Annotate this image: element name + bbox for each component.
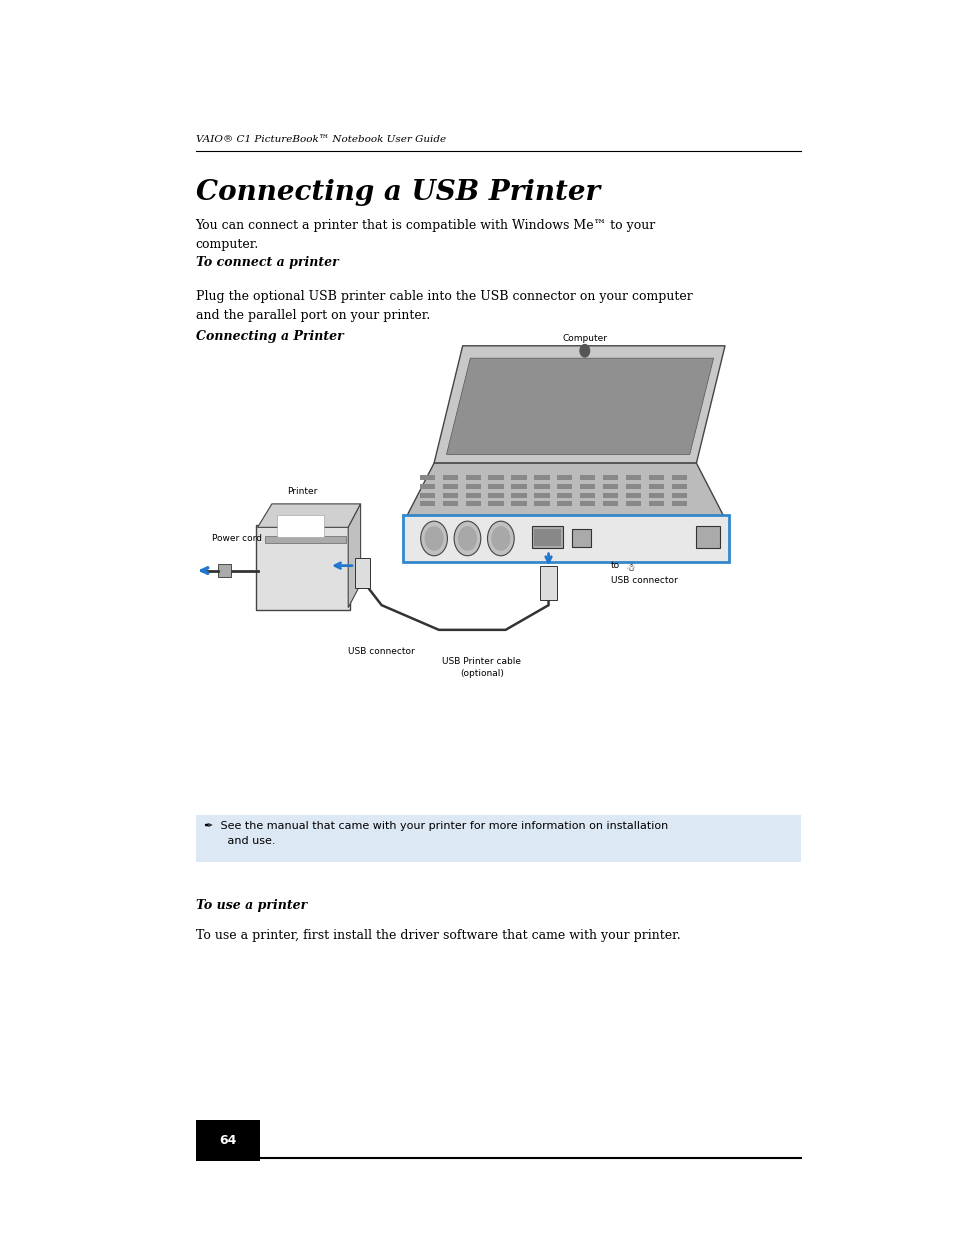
Bar <box>579 501 595 506</box>
Bar <box>488 484 503 489</box>
Text: Plug the optional USB printer cable into the USB connector on your computer
and : Plug the optional USB printer cable into… <box>195 290 692 322</box>
Bar <box>465 501 480 506</box>
Polygon shape <box>257 504 360 527</box>
Polygon shape <box>348 504 360 608</box>
Text: 64: 64 <box>219 1134 236 1147</box>
Bar <box>671 501 686 506</box>
Bar <box>442 493 457 498</box>
Circle shape <box>487 521 514 556</box>
Bar <box>265 536 346 543</box>
Text: Connecting a Printer: Connecting a Printer <box>195 330 343 343</box>
Bar <box>534 493 549 498</box>
Bar <box>532 526 562 548</box>
Bar <box>488 501 503 506</box>
Polygon shape <box>405 463 724 519</box>
Bar <box>442 501 457 506</box>
Bar <box>419 493 435 498</box>
Bar <box>648 475 663 480</box>
Polygon shape <box>446 358 713 454</box>
Bar <box>465 475 480 480</box>
Bar <box>534 484 549 489</box>
Bar <box>671 484 686 489</box>
Text: See the manual that came with your printer for more information on installation: See the manual that came with your print… <box>216 821 667 831</box>
Bar <box>625 493 640 498</box>
Bar <box>534 501 549 506</box>
Bar <box>511 493 526 498</box>
Text: Computer: Computer <box>562 335 607 343</box>
Text: VAIO® C1 PictureBook™ Notebook User Guide: VAIO® C1 PictureBook™ Notebook User Guid… <box>195 136 445 144</box>
Text: Connecting a USB Printer: Connecting a USB Printer <box>195 179 599 206</box>
Text: USB Printer cable
(optional): USB Printer cable (optional) <box>442 657 520 678</box>
Bar <box>648 501 663 506</box>
Text: USB connector: USB connector <box>348 647 415 656</box>
Bar <box>419 501 435 506</box>
Text: To use a printer, first install the driver software that came with your printer.: To use a printer, first install the driv… <box>195 929 679 942</box>
Bar <box>488 493 503 498</box>
Bar <box>625 484 640 489</box>
Bar <box>534 475 549 480</box>
Bar <box>419 475 435 480</box>
Bar <box>217 564 231 577</box>
Bar <box>465 484 480 489</box>
Bar <box>579 493 595 498</box>
Circle shape <box>454 521 480 556</box>
Bar <box>511 484 526 489</box>
Bar <box>602 475 618 480</box>
Bar <box>539 566 557 600</box>
Bar <box>602 501 618 506</box>
Polygon shape <box>434 346 724 463</box>
Text: Printer: Printer <box>287 488 317 496</box>
Text: to: to <box>610 561 619 571</box>
Bar <box>602 493 618 498</box>
Bar <box>511 501 526 506</box>
Bar <box>511 475 526 480</box>
Text: USB connector: USB connector <box>610 576 677 585</box>
Bar <box>195 815 801 862</box>
Text: To use a printer: To use a printer <box>195 899 307 913</box>
Circle shape <box>424 526 443 551</box>
Circle shape <box>420 521 447 556</box>
Bar <box>648 493 663 498</box>
Bar <box>648 484 663 489</box>
Bar <box>696 526 720 548</box>
Bar <box>465 493 480 498</box>
Bar <box>488 475 503 480</box>
Text: ☃: ☃ <box>624 563 634 573</box>
Bar <box>579 475 595 480</box>
Bar <box>602 484 618 489</box>
Bar <box>355 558 370 588</box>
Bar <box>557 475 572 480</box>
Bar <box>572 529 591 547</box>
Bar <box>442 475 457 480</box>
Text: ✒: ✒ <box>203 821 213 831</box>
Circle shape <box>491 526 510 551</box>
Bar <box>276 515 324 537</box>
Bar <box>579 484 595 489</box>
Circle shape <box>579 345 589 357</box>
Bar <box>625 475 640 480</box>
Bar <box>442 484 457 489</box>
Text: and use.: and use. <box>216 836 274 846</box>
Bar <box>419 484 435 489</box>
Bar <box>671 475 686 480</box>
Bar <box>557 484 572 489</box>
FancyBboxPatch shape <box>402 515 728 562</box>
Circle shape <box>457 526 476 551</box>
Bar <box>625 501 640 506</box>
Bar <box>195 1120 260 1161</box>
Bar <box>557 501 572 506</box>
Text: To connect a printer: To connect a printer <box>195 256 338 269</box>
Bar <box>671 493 686 498</box>
Bar <box>557 493 572 498</box>
FancyBboxPatch shape <box>255 525 350 610</box>
Bar <box>534 529 560 546</box>
Text: You can connect a printer that is compatible with Windows Me™ to your
computer.: You can connect a printer that is compat… <box>195 219 655 251</box>
Text: Power cord: Power cord <box>212 535 261 543</box>
